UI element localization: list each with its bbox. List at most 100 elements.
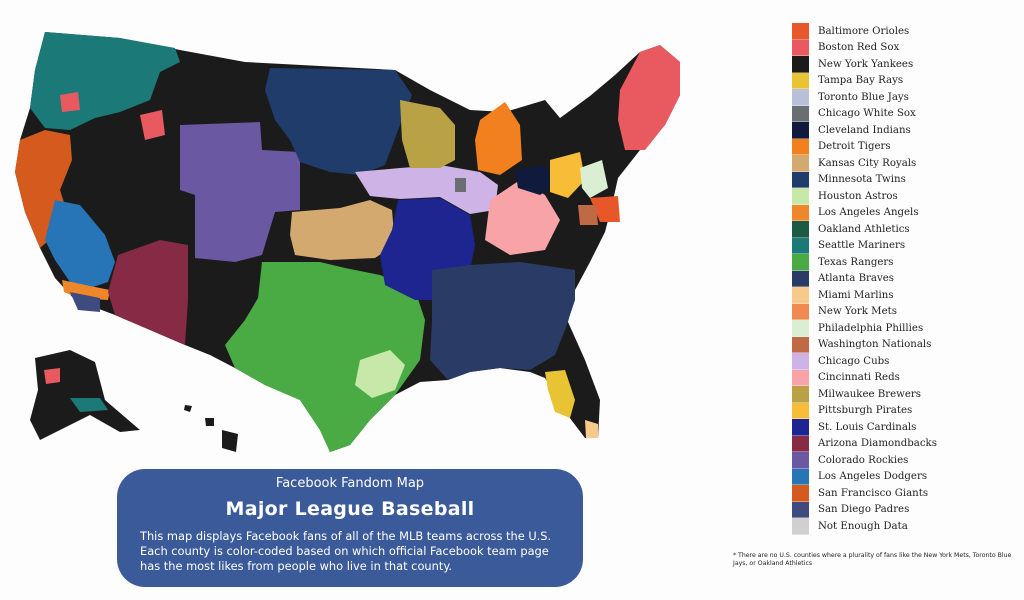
legend-swatch: [792, 254, 809, 271]
legend-swatch: [792, 336, 809, 353]
texas-rangers-region: [225, 262, 425, 452]
legend-swatch: [792, 56, 809, 73]
legend-label: Miami Marlins: [818, 289, 894, 301]
legend-swatch: [792, 452, 809, 469]
legend-label: Houston Astros: [818, 190, 898, 202]
legend-swatch: [792, 419, 809, 436]
minnesota-twins-region: [265, 68, 412, 175]
footnote: * There are no U.S. counties where a plu…: [733, 552, 1012, 567]
boston-red-sox-west-patch: [60, 92, 165, 140]
legend-label: Seattle Mariners: [818, 240, 906, 252]
alaska-redsox-patch: [44, 368, 60, 384]
legend-item: Baltimore Orioles: [792, 23, 972, 40]
legend-swatch: [792, 402, 809, 419]
philadelphia-phillies-region: [580, 160, 608, 198]
legend-item: Chicago Cubs: [792, 353, 972, 370]
legend-swatch: [792, 270, 809, 287]
legend-label: Boston Red Sox: [818, 42, 900, 54]
legend-label: Not Enough Data: [818, 520, 908, 532]
legend-item: San Francisco Giants: [792, 485, 972, 502]
detroit-tigers-region: [475, 102, 522, 175]
legend-label: Arizona Diamondbacks: [818, 438, 937, 450]
legend-swatch: [792, 353, 809, 370]
legend-label: Kansas City Royals: [818, 157, 917, 169]
legend-item: Los Angeles Angels: [792, 204, 972, 221]
legend-swatch: [792, 89, 809, 106]
legend-item: Not Enough Data: [792, 518, 972, 535]
legend-item: Seattle Mariners: [792, 237, 972, 254]
legend-item: Kansas City Royals: [792, 155, 972, 172]
legend-label: Detroit Tigers: [818, 141, 891, 153]
cincinnati-reds-region: [485, 180, 560, 255]
miami-marlins-region: [585, 420, 598, 438]
legend-swatch: [792, 468, 809, 485]
legend-swatch: [792, 237, 809, 254]
legend-item: St. Louis Cardinals: [792, 419, 972, 436]
pittsburgh-pirates-region: [550, 152, 585, 198]
legend-swatch: [792, 320, 809, 337]
legend-item: Detroit Tigers: [792, 138, 972, 155]
legend-label: Los Angeles Dodgers: [818, 471, 928, 483]
us-fandom-map: [15, 32, 680, 452]
legend-label: Baltimore Orioles: [818, 25, 910, 37]
legend-swatch: [792, 501, 809, 518]
legend-item: San Diego Padres: [792, 501, 972, 518]
boston-red-sox-region: [618, 45, 680, 150]
washington-nationals-region: [578, 205, 598, 225]
legend-swatch: [792, 435, 809, 452]
legend-swatch: [792, 122, 809, 139]
legend-label: St. Louis Cardinals: [818, 421, 917, 433]
legend-label: Texas Rangers: [818, 256, 894, 268]
legend-label: Philadelphia Phillies: [818, 322, 924, 334]
legend-swatch: [792, 72, 809, 89]
legend-swatch: [792, 204, 809, 221]
legend-item: Texas Rangers: [792, 254, 972, 271]
legend-item: Atlanta Braves: [792, 270, 972, 287]
legend-label: Tampa Bay Rays: [818, 75, 904, 87]
alaska-shape: [30, 350, 140, 440]
baltimore-orioles-region: [590, 196, 620, 222]
legend-label: Milwaukee Brewers: [818, 388, 922, 400]
legend-swatch: [792, 105, 809, 122]
info-box: Facebook Fandom Map Major League Basebal…: [117, 469, 583, 587]
cleveland-indians-region: [515, 165, 555, 195]
legend-label: Cincinnati Reds: [818, 372, 900, 384]
legend-label: Toronto Blue Jays: [818, 91, 909, 103]
legend-label: Chicago Cubs: [818, 355, 890, 367]
legend-item: Chicago White Sox: [792, 105, 972, 122]
legend-item: Los Angeles Dodgers: [792, 468, 972, 485]
legend-swatch: [792, 155, 809, 172]
chicago-white-sox-region: [455, 178, 466, 192]
legend-label: Cleveland Indians: [818, 124, 911, 136]
kansas-city-royals-region: [290, 200, 395, 260]
los-angeles-dodgers-region: [45, 200, 115, 288]
legend-label: San Francisco Giants: [818, 487, 929, 499]
info-title: Major League Baseball: [225, 498, 475, 520]
legend-swatch: [792, 171, 809, 188]
map-svg: [15, 32, 680, 452]
legend-swatch: [792, 369, 809, 386]
legend-item: Washington Nationals: [792, 336, 972, 353]
legend-label: Colorado Rockies: [818, 454, 909, 466]
hawaii-shape: [184, 405, 238, 452]
legend-item: Colorado Rockies: [792, 452, 972, 469]
legend-item: Milwaukee Brewers: [792, 386, 972, 403]
info-subtitle: Facebook Fandom Map: [275, 476, 425, 491]
legend-item: New York Yankees: [792, 56, 972, 73]
legend-label: Atlanta Braves: [818, 273, 895, 285]
legend-item: Cleveland Indians: [792, 122, 972, 139]
legend: Baltimore Orioles Boston Red Sox New York …: [792, 23, 972, 535]
legend-swatch: [792, 518, 809, 535]
atlanta-braves-region: [430, 262, 575, 380]
legend-label: Oakland Athletics: [818, 223, 910, 235]
tampa-bay-rays-region: [545, 370, 575, 418]
legend-label: New York Yankees: [818, 58, 914, 70]
legend-item: Minnesota Twins: [792, 171, 972, 188]
legend-label: Chicago White Sox: [818, 108, 916, 120]
legend-swatch: [792, 386, 809, 403]
houston-astros-region: [355, 350, 405, 398]
legend-swatch: [792, 303, 809, 320]
legend-item: Miami Marlins: [792, 287, 972, 304]
legend-item: Cincinnati Reds: [792, 369, 972, 386]
legend-item: Oakland Athletics: [792, 221, 972, 238]
